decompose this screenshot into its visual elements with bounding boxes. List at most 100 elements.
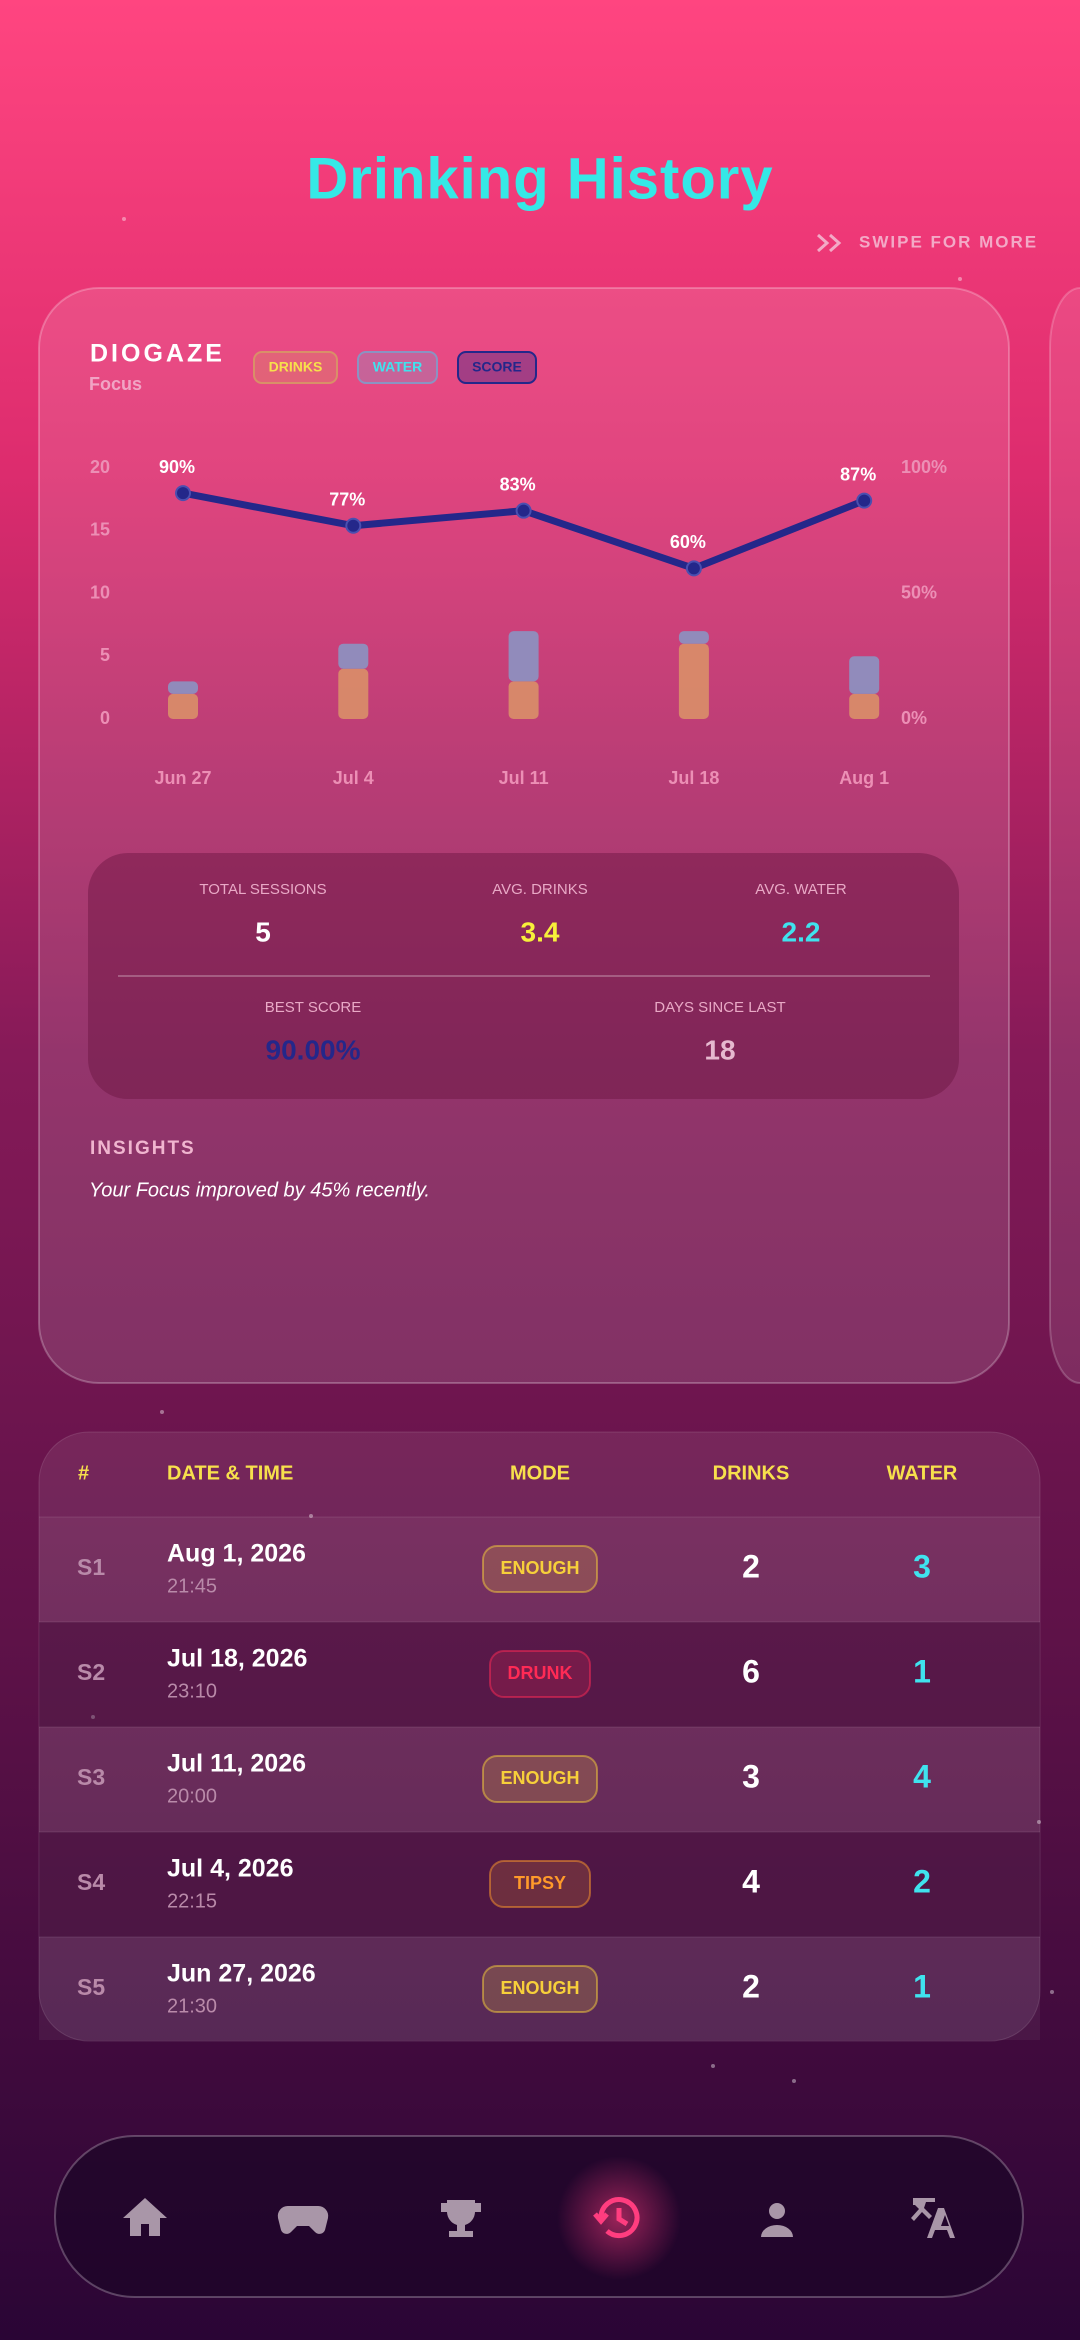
legend-label: WATER (373, 359, 423, 375)
nav-language[interactable] (911, 2198, 955, 2238)
stat-value: 18 (704, 1034, 735, 1065)
stat-label: TOTAL SESSIONS (199, 881, 326, 898)
y-tick-label: 5 (100, 645, 110, 665)
next-card[interactable] (1049, 287, 1080, 1384)
y2-tick-label: 0% (901, 708, 927, 728)
score-point (515, 502, 532, 519)
stat-value: 5 (255, 916, 271, 947)
table-row (39, 1937, 1040, 2040)
bar-water (678, 631, 709, 644)
x-tick-label: Jul 4 (333, 768, 374, 788)
score-label: 90% (159, 457, 195, 477)
session-id: S1 (77, 1554, 105, 1580)
page-title: Drinking History (306, 146, 773, 211)
bar-water (168, 681, 198, 694)
chart-subtitle: Focus (89, 374, 142, 394)
y2-tick-label: 50% (901, 582, 937, 602)
table-row (39, 1727, 1040, 1832)
mode-label: DRUNK (508, 1663, 573, 1683)
session-id: S5 (77, 1974, 105, 2000)
water-count: 4 (913, 1758, 931, 1794)
bar-water (338, 643, 369, 669)
session-date: Jul 4, 2026 (167, 1855, 293, 1883)
stat-value: 2.2 (782, 916, 821, 947)
legend-chip (457, 351, 537, 384)
column-header: DRINKS (713, 1462, 790, 1484)
column-header: # (78, 1462, 89, 1484)
mode-label: ENOUGH (500, 1558, 579, 1578)
y-tick-label: 0 (100, 708, 110, 728)
bar-drinks (849, 693, 880, 719)
session-time: 20:00 (167, 1785, 217, 1807)
mode-pill (482, 1965, 598, 2013)
column-header: MODE (510, 1462, 570, 1484)
legend-chip (357, 351, 438, 384)
score-point (175, 485, 191, 502)
mode-pill (482, 1755, 598, 1803)
x-tick-label: Jul 11 (499, 768, 549, 788)
stats-panel (88, 853, 959, 1099)
mode-label: TIPSY (514, 1873, 566, 1893)
session-id: S2 (77, 1659, 105, 1685)
session-time: 21:45 (167, 1575, 217, 1597)
nav-history[interactable] (593, 2197, 640, 2239)
drinks-count: 2 (742, 1548, 760, 1584)
session-date: Jul 11, 2026 (167, 1750, 306, 1778)
stat-label: AVG. DRINKS (492, 881, 588, 898)
session-date: Jun 27, 2026 (167, 1960, 316, 1988)
stars (91, 217, 1054, 2083)
bar-drinks (168, 693, 198, 719)
bar-drinks (338, 668, 369, 719)
nav-icons (123, 2198, 955, 2238)
score-label: 77% (329, 489, 365, 509)
session-time: 23:10 (167, 1680, 217, 1702)
score-point (345, 517, 362, 534)
drinks-count: 3 (742, 1758, 760, 1794)
drinks-count: 6 (742, 1653, 760, 1689)
insights-title: INSIGHTS (90, 1138, 196, 1159)
score-label: 83% (500, 474, 536, 494)
legend-label: SCORE (472, 359, 522, 375)
bar-drinks (508, 681, 539, 719)
bar-water (508, 631, 539, 682)
column-header: DATE & TIME (167, 1462, 293, 1484)
swipe-icon (817, 233, 842, 253)
bottom-nav (54, 2135, 1024, 2298)
x-tick-label: Jul 18 (668, 768, 719, 788)
nav-trophy[interactable] (441, 2200, 481, 2237)
y2-tick-label: 100% (901, 457, 947, 477)
session-time: 22:15 (167, 1890, 217, 1912)
column-header: WATER (887, 1462, 958, 1484)
score-point (685, 560, 702, 577)
history-card (38, 287, 1010, 1384)
session-id: S4 (77, 1869, 105, 1895)
y-tick-label: 10 (90, 582, 110, 602)
session-date: Jul 18, 2026 (167, 1645, 307, 1673)
nav-home[interactable] (123, 2198, 167, 2236)
stat-value: 3.4 (521, 916, 560, 947)
table-row (39, 1622, 1040, 1727)
table-row (39, 1832, 1040, 1937)
drinks-count: 4 (742, 1863, 760, 1899)
stat-label: AVG. WATER (755, 881, 847, 898)
legend-chip (253, 351, 338, 384)
water-count: 1 (913, 1968, 931, 2004)
legend-label: DRINKS (269, 359, 323, 375)
y-tick-label: 15 (90, 520, 110, 540)
x-tick-label: Aug 1 (839, 768, 889, 788)
mode-pill (482, 1545, 598, 1593)
table-row (39, 1517, 1040, 1622)
session-time: 21:30 (167, 1995, 217, 2017)
session-id: S3 (77, 1764, 105, 1790)
session-date: Aug 1, 2026 (167, 1540, 306, 1568)
mode-label: ENOUGH (500, 1978, 579, 1998)
history-table (38, 1431, 1041, 2042)
water-count: 3 (913, 1548, 931, 1584)
y-tick-label: 20 (90, 457, 110, 477)
score-label: 60% (670, 532, 706, 552)
water-count: 1 (913, 1653, 931, 1689)
nav-profile[interactable] (761, 2203, 793, 2237)
nav-games[interactable] (277, 2205, 329, 2234)
